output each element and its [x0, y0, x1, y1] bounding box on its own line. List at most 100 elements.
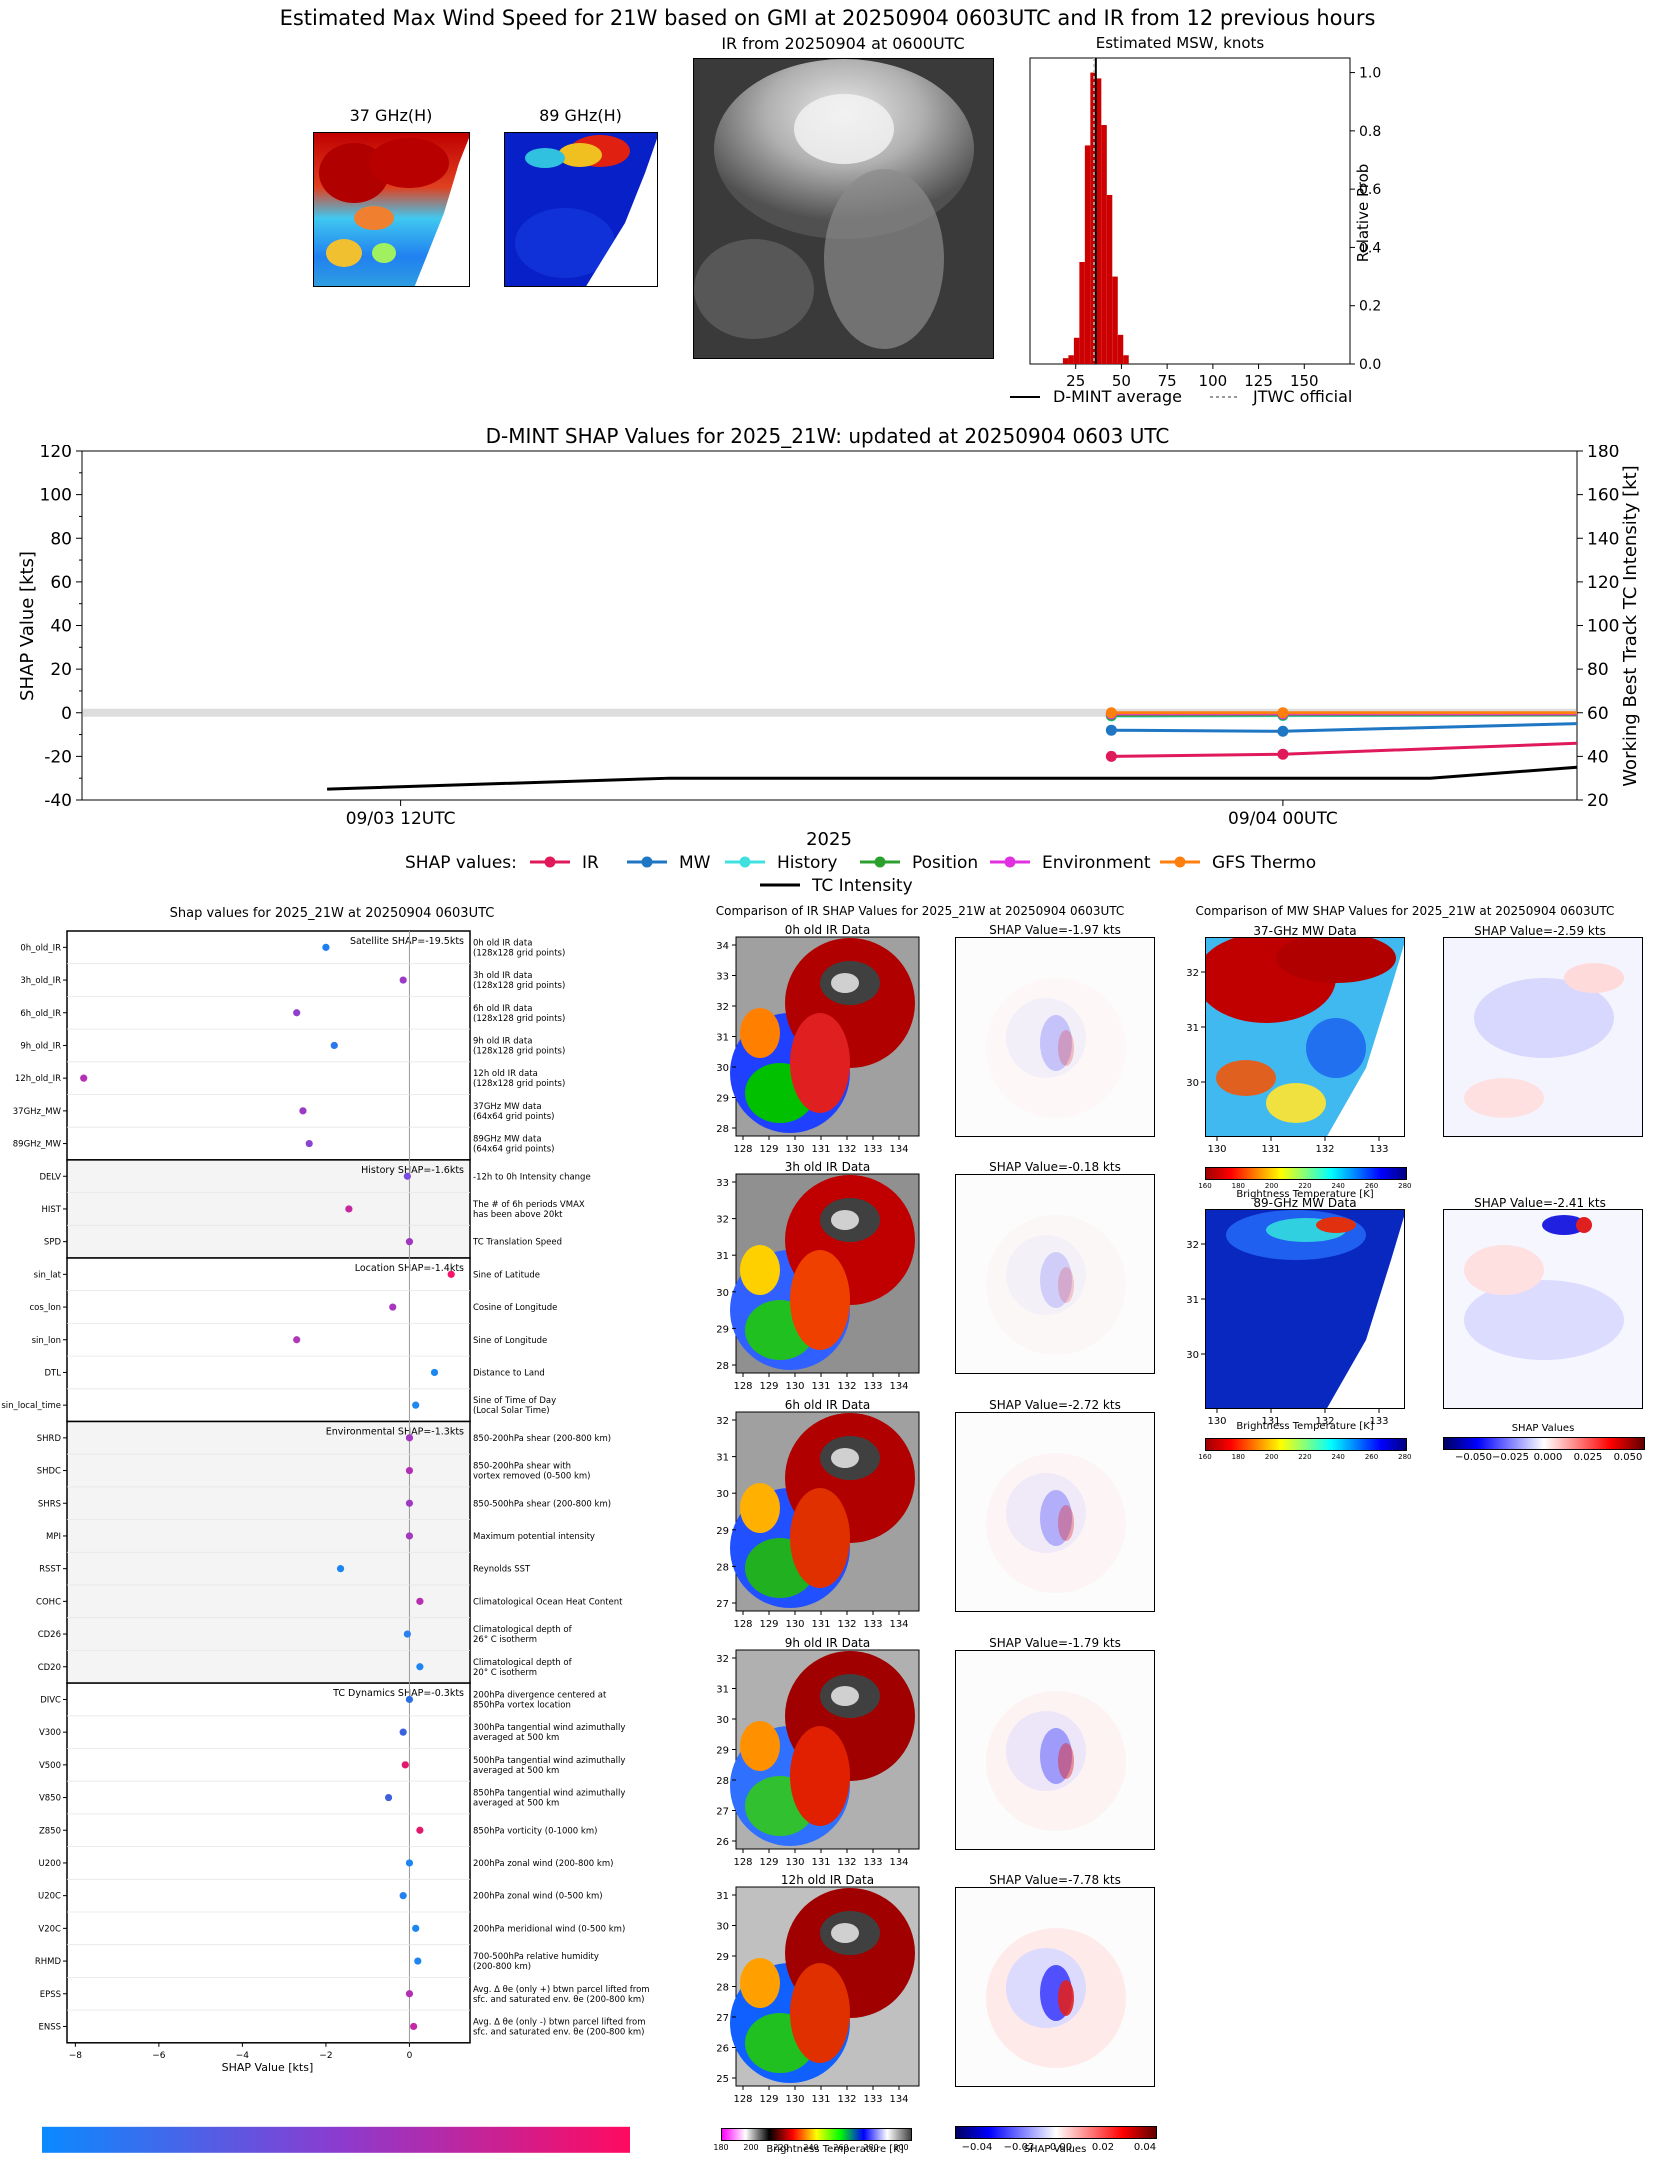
feature-colorbar [42, 2126, 630, 2153]
ir-xtick: 128 [733, 1619, 752, 1630]
feature-name: U20C [38, 1892, 61, 1902]
ts-ytick-left: -40 [44, 791, 72, 811]
feature-name: SHDC [37, 1467, 61, 1477]
ir-shap-map [955, 1887, 1155, 2087]
feature-point [405, 1499, 414, 1507]
msw-ytick: 0.6 [1359, 182, 1381, 198]
feature-xtick: −6 [152, 2051, 166, 2061]
msw-xtick: 100 [1199, 372, 1228, 390]
ts-ytick-right: 60 [1587, 704, 1609, 724]
mw-compare-title: Comparison of MW SHAP Values for 2025_21… [1195, 904, 1615, 918]
msw-ytick: 0.0 [1359, 357, 1381, 373]
feature-point [399, 1728, 407, 1736]
feature-point [330, 1041, 338, 1050]
ir-panel-label: 9h old IR Data [784, 1636, 871, 1650]
feature-desc: (Local Solar Time) [473, 1406, 550, 1416]
ir-ytick: 29 [716, 1094, 729, 1105]
mw-ytick: 30 [1186, 1078, 1199, 1089]
ir-xtick: 132 [837, 2094, 856, 2105]
ir-xtick: 134 [889, 1144, 908, 1155]
feature-point [405, 1532, 414, 1540]
msw-bar [1117, 334, 1124, 364]
msw-bar [1068, 355, 1074, 364]
feature-point [336, 1565, 345, 1573]
ts-ytick-left: -20 [44, 747, 72, 767]
ir-xtick: 130 [785, 1144, 804, 1155]
mw-cbar-tick: 200 [1265, 1453, 1278, 1461]
feature-point [293, 1336, 301, 1344]
ir-cbar-label: Brightness Temperature [K] [766, 2144, 904, 2155]
ts-ytick-right: 80 [1587, 660, 1609, 680]
ir-xtick: 132 [837, 1857, 856, 1868]
ir-ytick: 28 [716, 1562, 729, 1573]
feature-desc: (128x128 grid points) [473, 1079, 565, 1089]
ir-cbar [721, 2128, 912, 2141]
feature-name: sin_lon [32, 1336, 61, 1346]
ir-xtick: 133 [863, 2094, 882, 2105]
ir-xtick: 134 [889, 1619, 908, 1630]
ir-panel-shap: SHAP Value=-1.97 kts [989, 923, 1121, 937]
ts-ytick-right: 180 [1587, 445, 1619, 462]
mw37-label: 37-GHz MW Data [1253, 924, 1357, 938]
ir-ytick: 32 [716, 1002, 729, 1013]
feature-name: DELV [39, 1172, 61, 1182]
ir-xtick: 131 [811, 1381, 830, 1392]
ir-panel-shap: SHAP Value=-7.78 kts [989, 1873, 1121, 1887]
series-point [1277, 725, 1289, 737]
ir-panel-image: 32 31 30 29 28 27 26 128 129 130 131 132 133 134 [716, 1649, 920, 1868]
ir-ytick: 27 [716, 2013, 729, 2024]
feature-name: COHC [36, 1597, 61, 1607]
mw-shap-cbar-ticks: −0.050−0.025 0.000 0.025 0.050 [1455, 1452, 1642, 1463]
feature-desc: Sine of Time of Day [473, 1396, 556, 1406]
feature-point [80, 1074, 88, 1082]
feature-desc: 850hPa vortex location [473, 1700, 571, 1710]
feature-desc: Avg. Δ θe (only +) btwn parcel lifted fr… [473, 1985, 650, 1995]
mw-xtick: 132 [1315, 1416, 1334, 1427]
ir-ytick: 31 [716, 1685, 729, 1696]
feature-name: 37GHz_MW [13, 1107, 62, 1117]
mw-xtick: 131 [1261, 1416, 1280, 1427]
feature-desc: 200hPa meridional wind (0-500 km) [473, 1924, 625, 1934]
svg-text:Working Best Track TC Intensit: Working Best Track TC Intensity [kt] [1620, 465, 1641, 786]
msw-bar [1112, 276, 1118, 364]
svg-text:JTWC official: JTWC official [1252, 387, 1352, 406]
mw-cbar-tick: 180 [1232, 1453, 1245, 1461]
ir-shap-map [955, 1174, 1155, 1374]
ts-ytick-left: 80 [50, 529, 72, 549]
ir-ytick: 28 [716, 1361, 729, 1372]
feature-desc: Sine of Longitude [473, 1336, 547, 1346]
feature-desc: Climatological depth of [473, 1658, 573, 1668]
mw-xtick: 130 [1207, 1416, 1226, 1427]
feature-desc: (128x128 grid points) [473, 1046, 565, 1056]
feature-desc: 20° C isotherm [473, 1668, 537, 1678]
ir-panel-shap: SHAP Value=-0.18 kts [989, 1160, 1121, 1174]
svg-text:Relative Prob: Relative Prob [1354, 164, 1372, 263]
ts-ytick-right: 20 [1587, 791, 1609, 811]
feature-name: 12h_old_IR [15, 1074, 61, 1084]
feature-name: V300 [39, 1728, 61, 1738]
feature-desc: 0h old IR data [473, 938, 532, 948]
mw-xtick: 132 [1315, 1144, 1334, 1155]
ir-panel-shap: SHAP Value=-1.79 kts [989, 1636, 1121, 1650]
tc-intensity-line [327, 765, 1578, 791]
ir-shap-cbar [955, 2126, 1157, 2139]
feature-desc: (128x128 grid points) [473, 1014, 565, 1024]
msw-bar [1079, 262, 1085, 364]
ir-shap-cbar-ticks: −0.04 −0.02 0.00 0.02 0.04 [962, 2142, 1156, 2153]
feature-point [447, 1270, 455, 1278]
mw-cbar-tick: 240 [1332, 1453, 1345, 1461]
ir-ytick: 33 [716, 1178, 729, 1189]
feature-desc: (128x128 grid points) [473, 981, 565, 991]
feature-desc: Sine of Latitude [473, 1270, 540, 1280]
mw-ytick: 31 [1186, 1295, 1199, 1306]
series-point [1277, 748, 1289, 760]
ts-ytick-left: 0 [61, 704, 72, 724]
feature-point [405, 1434, 414, 1442]
ir-cbar-ticks: 180 200 220 240 260 280 300 [713, 2143, 908, 2152]
ts-ytick-left: 20 [50, 660, 72, 680]
mw37-shap-label: SHAP Value=-2.59 kts [1474, 924, 1606, 938]
ir-xtick: 132 [837, 1619, 856, 1630]
feature-name: V850 [39, 1794, 61, 1804]
feature-desc: Distance to Land [473, 1368, 545, 1378]
feature-point [403, 1172, 411, 1180]
